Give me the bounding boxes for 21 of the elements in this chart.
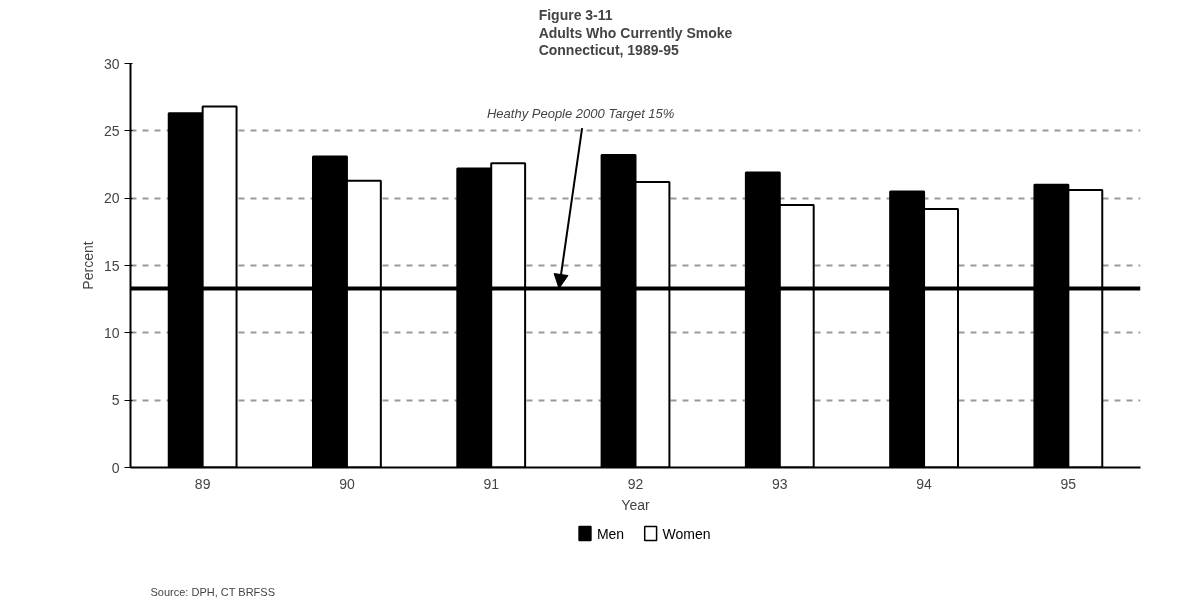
x-tick-label: 91 [483, 475, 500, 492]
chart-title: Figure 3-11 Adults Who Currently Smoke Connecticut, 1989-95 [538, 7, 733, 59]
source-note: Source: DPH, CT BRFSS [150, 585, 275, 598]
y-tick-label: 20 [103, 190, 120, 207]
legend-label: Women [662, 525, 711, 542]
x-tick-label: 90 [339, 475, 355, 492]
y-axis-title: Percent [79, 241, 96, 290]
y-tick-label: 30 [103, 55, 120, 72]
y-tick-label: 15 [103, 257, 120, 274]
y-tick-label: 10 [103, 324, 120, 341]
legend-label: Men [596, 525, 625, 542]
x-axis-title: Year [621, 496, 650, 513]
x-tick-label: 93 [772, 475, 788, 492]
x-tick-label: 95 [1060, 475, 1077, 492]
y-tick-label: 0 [111, 459, 120, 476]
x-tick-label: 92 [627, 475, 644, 492]
y-tick-label: 25 [103, 122, 120, 139]
x-tick-label: 94 [916, 475, 933, 492]
ref-line-label: Heathy People 2000 Target 15% [486, 105, 675, 121]
x-tick-label: 89 [194, 475, 211, 492]
y-tick-label: 5 [111, 392, 120, 409]
